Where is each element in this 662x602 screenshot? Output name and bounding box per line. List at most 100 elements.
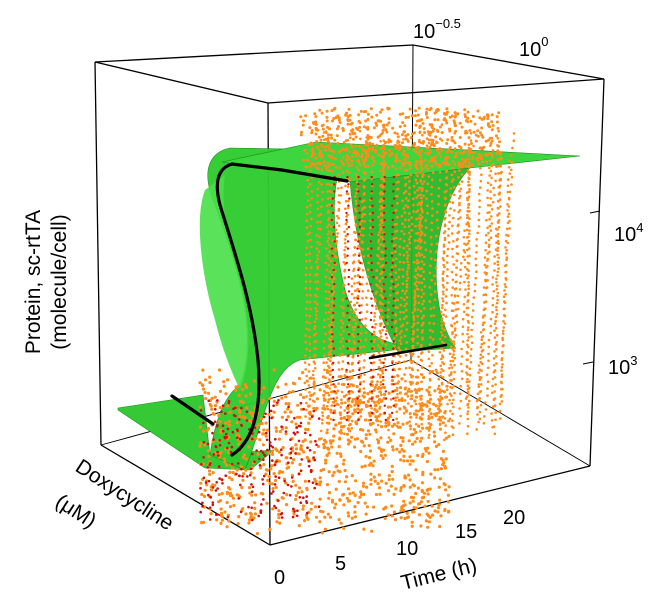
trajectory-point	[444, 211, 448, 214]
trajectory-point	[208, 375, 212, 379]
trajectory-point	[324, 461, 328, 465]
trajectory-point	[291, 515, 295, 519]
trajectory-point	[439, 155, 442, 158]
trajectory-point	[354, 321, 358, 325]
trajectory-point	[274, 478, 278, 483]
trajectory-point	[230, 445, 234, 449]
trajectory-point	[314, 347, 318, 350]
trajectory-point	[219, 513, 223, 517]
trajectory-point	[317, 180, 321, 184]
trajectory-point	[277, 499, 280, 502]
trajectory-point	[364, 119, 368, 123]
trajectory-point	[404, 116, 408, 119]
trajectory-point	[502, 295, 506, 299]
trajectory-point	[262, 498, 265, 501]
trajectory-point	[364, 436, 368, 441]
trajectory-point	[417, 251, 421, 255]
trajectory-point	[238, 410, 242, 414]
trajectory-point	[445, 150, 449, 154]
trajectory-point	[420, 295, 424, 299]
trajectory-point	[278, 521, 282, 525]
trajectory-point	[347, 397, 351, 400]
trajectory-point	[305, 408, 308, 412]
trajectory-point	[283, 410, 287, 414]
trajectory-point	[371, 155, 375, 159]
trajectory-point	[318, 235, 322, 239]
trajectory-point	[320, 155, 324, 159]
trajectory-point	[320, 168, 324, 171]
trajectory-point	[428, 321, 431, 325]
trajectory-point	[322, 446, 326, 450]
trajectory-point	[379, 436, 383, 440]
trajectory-point	[453, 329, 457, 332]
trajectory-point	[453, 141, 457, 145]
trajectory-point	[428, 385, 432, 389]
trajectory-point	[437, 503, 441, 507]
trajectory-point	[391, 311, 394, 315]
trajectory-point	[380, 425, 384, 429]
trajectory-point	[452, 426, 455, 430]
trajectory-point	[304, 388, 307, 391]
trajectory-point	[333, 385, 337, 389]
trajectory-point	[216, 487, 219, 490]
trajectory-point	[366, 275, 370, 279]
trajectory-point	[442, 286, 446, 289]
trajectory-point	[331, 340, 335, 343]
trajectory-point	[353, 342, 357, 345]
trajectory-point	[345, 158, 349, 162]
trajectory-point	[382, 263, 385, 267]
trajectory-point	[371, 142, 375, 146]
trajectory-point	[383, 160, 386, 163]
trajectory-point	[410, 114, 414, 118]
trajectory-point	[397, 140, 401, 144]
trajectory-point	[441, 304, 444, 307]
trajectory-point	[360, 408, 364, 411]
trajectory-point	[452, 405, 455, 409]
trajectory-point	[436, 226, 440, 230]
trajectory-point	[222, 384, 226, 388]
trajectory-point	[383, 147, 386, 150]
trajectory-point	[485, 266, 488, 269]
trajectory-point	[407, 266, 410, 270]
trajectory-point	[280, 512, 284, 515]
trajectory-point	[354, 199, 358, 203]
trajectory-point	[350, 474, 354, 478]
trajectory-point	[309, 440, 313, 444]
trajectory-point	[415, 382, 418, 386]
trajectory-point	[237, 497, 240, 500]
trajectory-point	[426, 446, 430, 450]
trajectory-point	[423, 158, 427, 162]
trajectory-point	[343, 480, 347, 484]
trajectory-point	[297, 472, 301, 476]
trajectory-point	[324, 247, 328, 250]
trajectory-point	[238, 437, 242, 441]
trajectory-point	[369, 478, 373, 482]
trajectory-point	[459, 151, 462, 155]
trajectory-point	[305, 516, 309, 520]
trajectory-point	[272, 368, 276, 372]
trajectory-point	[412, 412, 416, 416]
trajectory-point	[500, 156, 503, 160]
trajectory-point	[325, 109, 329, 113]
trajectory-point	[391, 233, 394, 236]
trajectory-point	[405, 511, 409, 515]
trajectory-point	[328, 515, 333, 519]
trajectory-point	[331, 301, 335, 304]
trajectory-point	[441, 389, 444, 393]
trajectory-point	[321, 190, 324, 194]
trajectory-point	[392, 383, 395, 386]
trajectory-point	[318, 476, 322, 480]
trajectory-point	[423, 241, 427, 244]
trajectory-point	[355, 188, 359, 191]
trajectory-point	[366, 429, 370, 433]
trajectory-point	[327, 236, 331, 240]
trajectory-point	[327, 304, 330, 307]
trajectory-point	[466, 326, 470, 329]
trajectory-point	[325, 282, 328, 286]
trajectory-point	[299, 501, 303, 505]
trajectory-point	[486, 366, 490, 370]
trajectory-point	[337, 382, 340, 386]
trajectory-point	[332, 347, 335, 350]
trajectory-point	[299, 115, 303, 119]
trajectory-point	[386, 513, 391, 517]
